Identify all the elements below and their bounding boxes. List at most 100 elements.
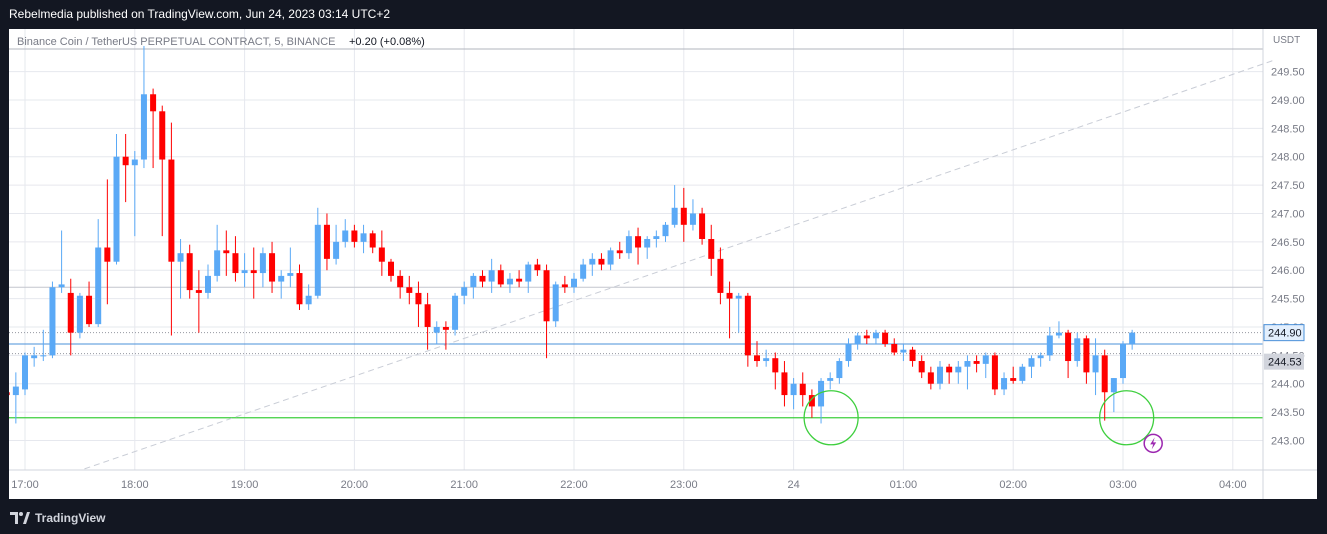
candle-body xyxy=(836,361,843,379)
price-change: +0.20 (+0.08%) xyxy=(349,36,425,48)
candle-body xyxy=(479,275,486,282)
candle-body xyxy=(763,358,770,362)
candle-body xyxy=(616,250,623,254)
candle xyxy=(845,338,852,367)
candle-body xyxy=(95,247,102,325)
price-chart[interactable]: 249.50 249.00 248.50 248.00 247.50 247.00 246.… xyxy=(9,29,1317,499)
candle-body xyxy=(323,224,330,259)
candle xyxy=(113,134,120,265)
candle xyxy=(891,338,898,356)
candle-body xyxy=(635,236,642,248)
candle-body xyxy=(1074,338,1081,362)
candle xyxy=(360,224,367,254)
candle xyxy=(735,292,742,333)
candle xyxy=(644,236,651,259)
candle xyxy=(232,236,239,282)
candle xyxy=(31,346,38,367)
candle-body xyxy=(269,253,276,282)
candle xyxy=(525,261,532,293)
candle-body xyxy=(708,239,715,259)
candle-body xyxy=(186,253,193,291)
candle xyxy=(49,281,56,359)
candle xyxy=(269,241,276,293)
candle-body xyxy=(76,295,83,333)
candle xyxy=(909,346,916,367)
candle xyxy=(754,341,760,367)
candle xyxy=(378,230,385,276)
candle xyxy=(241,253,248,288)
candle xyxy=(488,258,495,293)
chart-panel[interactable]: 249.50 249.00 248.50 248.00 247.50 247.00 246.… xyxy=(9,29,1317,499)
candle xyxy=(763,349,770,367)
candle-body xyxy=(699,213,706,239)
candle-body xyxy=(1120,344,1126,379)
candle xyxy=(22,352,28,396)
candle xyxy=(1101,349,1108,421)
x-tick-label: 04:00 xyxy=(1219,479,1247,491)
y-tick-label: 247.50 xyxy=(1271,180,1305,192)
candle xyxy=(964,355,971,390)
candle-body xyxy=(314,224,321,296)
candle-body xyxy=(406,287,413,293)
lightning-icon xyxy=(1143,433,1163,454)
candle-body xyxy=(1019,366,1026,381)
candle-body xyxy=(296,273,303,305)
axes: 249.50 249.00 248.50 248.00 247.50 247.00 246.… xyxy=(9,29,1317,499)
candle xyxy=(342,219,349,248)
candle-body xyxy=(937,366,943,384)
candle xyxy=(653,230,660,248)
candle xyxy=(1037,352,1044,367)
candle xyxy=(323,213,330,271)
candle-body xyxy=(342,230,349,242)
x-tick-label: 19:00 xyxy=(231,479,259,491)
candle xyxy=(946,363,953,384)
candle-body xyxy=(497,270,504,285)
candle xyxy=(580,258,587,282)
candle-body xyxy=(882,332,889,344)
candle-body xyxy=(854,335,861,344)
y-tick-label: 249.50 xyxy=(1271,67,1305,79)
candle xyxy=(1028,355,1035,379)
candle-body xyxy=(818,380,825,407)
candle-body xyxy=(131,159,138,166)
candle xyxy=(351,224,358,248)
candle xyxy=(278,270,285,299)
candle-body xyxy=(863,335,870,339)
candle-body xyxy=(534,264,541,271)
candle-body xyxy=(506,278,513,285)
candle xyxy=(223,230,230,276)
candle xyxy=(781,361,788,407)
candle-body xyxy=(781,372,788,396)
y-tick-label: 248.50 xyxy=(1271,123,1305,135)
candle-body xyxy=(561,284,568,288)
candle-body xyxy=(150,94,157,112)
candle-body xyxy=(259,253,266,274)
candle-body xyxy=(735,295,742,299)
candle-body xyxy=(104,247,111,262)
candle xyxy=(177,239,184,299)
x-tick-label: 21:00 xyxy=(450,479,478,491)
x-tick-label: 20:00 xyxy=(341,479,369,491)
currency-label: USDT xyxy=(1273,35,1300,46)
candle xyxy=(607,247,614,271)
candle xyxy=(333,224,340,265)
price-labels: 244.90 244.53 xyxy=(1263,324,1305,370)
last-price-tag: 244.90 xyxy=(1263,324,1305,342)
candle-body xyxy=(607,250,614,265)
candle-body xyxy=(900,349,907,353)
candle xyxy=(369,230,376,254)
candle xyxy=(140,46,147,169)
y-tick-label: 246.00 xyxy=(1271,265,1305,277)
candle xyxy=(314,207,321,299)
candle xyxy=(900,344,907,362)
candle-body xyxy=(1101,355,1108,393)
candle xyxy=(561,275,568,293)
candle xyxy=(708,224,715,276)
candle-body xyxy=(918,361,925,373)
x-tick-label: 03:00 xyxy=(1109,479,1137,491)
candle xyxy=(799,372,806,407)
y-tick-label: 243.00 xyxy=(1271,435,1305,447)
candle-body xyxy=(571,278,577,288)
candle-body xyxy=(424,304,431,327)
candle xyxy=(95,219,102,327)
